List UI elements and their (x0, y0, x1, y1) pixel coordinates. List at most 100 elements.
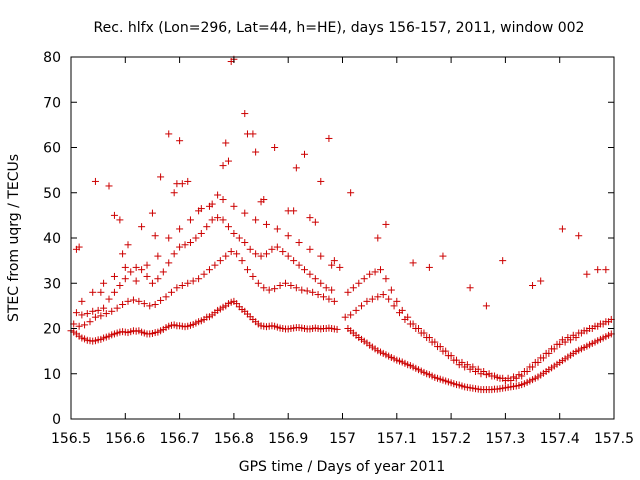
data-point (89, 307, 97, 315)
data-point (284, 232, 292, 240)
data-point (292, 284, 300, 292)
y-tick-label: 30 (43, 276, 61, 292)
data-point (254, 279, 262, 287)
data-point (271, 285, 279, 293)
data-point (398, 306, 406, 314)
data-point (469, 363, 477, 371)
data-point (567, 336, 575, 344)
data-point (222, 139, 230, 147)
x-tick-label: 156.5 (51, 431, 91, 447)
data-point (420, 329, 428, 337)
data-point (431, 338, 439, 346)
data-point (143, 261, 151, 269)
data-point (176, 225, 184, 233)
data-point (205, 266, 213, 274)
data-point (558, 225, 566, 233)
data-point (556, 340, 564, 348)
data-point (436, 343, 444, 351)
data-point (485, 370, 493, 378)
data-point (545, 349, 553, 357)
data-point (319, 293, 327, 301)
data-point (132, 263, 140, 271)
data-point (374, 293, 382, 301)
x-tick-label: 157.3 (485, 431, 525, 447)
data-point (216, 257, 224, 265)
data-point (89, 288, 97, 296)
data-point (178, 180, 186, 188)
data-point (140, 300, 148, 308)
data-point (86, 318, 94, 326)
data-point (224, 223, 232, 231)
data-point (192, 234, 200, 242)
y-tick-label: 70 (43, 95, 61, 111)
data-point (583, 327, 591, 335)
data-point (203, 223, 211, 231)
data-point (154, 252, 162, 260)
x-tick-label: 156.6 (105, 431, 145, 447)
data-point (453, 356, 461, 364)
data-point (219, 216, 227, 224)
data-point (119, 301, 127, 309)
data-point (241, 239, 249, 247)
data-point (404, 313, 412, 321)
data-point (599, 320, 607, 328)
data-point (518, 372, 526, 380)
data-point (366, 270, 374, 278)
data-point (300, 150, 308, 158)
data-point (78, 311, 86, 319)
data-point (271, 144, 279, 151)
y-axis-ticks: 0 10 20 30 40 50 60 70 80 (43, 50, 614, 428)
data-point (499, 257, 507, 265)
data-point (176, 243, 184, 251)
data-point (257, 198, 265, 206)
data-point (594, 322, 602, 330)
data-point (550, 345, 558, 353)
data-point (363, 297, 371, 305)
data-point (314, 291, 322, 299)
data-point (588, 325, 596, 332)
data-point (219, 162, 227, 170)
data-point (233, 250, 241, 258)
data-point (119, 250, 127, 258)
data-point (458, 358, 466, 366)
data-point (235, 234, 243, 242)
x-tick-label: 157.2 (431, 431, 471, 447)
x-tick-label: 156.7 (160, 431, 200, 447)
data-point (75, 243, 83, 251)
data-point (322, 284, 330, 292)
data-point (78, 297, 86, 305)
data-point (344, 288, 352, 296)
data-point (159, 268, 167, 276)
data-point (447, 352, 455, 360)
data-point (439, 252, 447, 260)
data-point (276, 282, 284, 290)
data-point (583, 270, 591, 278)
x-tick-label: 156.8 (214, 431, 254, 447)
data-point (496, 374, 504, 382)
data-point (336, 263, 344, 271)
chart-title: Rec. hlfx (Lon=296, Lat=44, h=HE), days … (94, 20, 585, 36)
data-point (75, 322, 83, 330)
data-point (325, 295, 333, 303)
data-point (328, 286, 336, 294)
data-point (512, 374, 520, 382)
data-point (197, 229, 205, 237)
data-point (97, 312, 105, 320)
data-point (349, 284, 357, 292)
data-point (605, 318, 613, 326)
data-point (135, 297, 143, 305)
y-tick-label: 40 (43, 231, 61, 247)
data-point (195, 207, 203, 215)
y-tick-label: 20 (43, 322, 61, 338)
data-point (116, 216, 124, 224)
data-point (328, 261, 336, 269)
data-point (108, 307, 116, 315)
data-point (170, 189, 178, 197)
data-point (474, 365, 482, 373)
data-point (208, 216, 216, 224)
data-point (252, 148, 260, 156)
data-point (379, 291, 387, 299)
data-point (279, 248, 287, 256)
data-point (241, 209, 249, 217)
data-point (306, 214, 314, 222)
